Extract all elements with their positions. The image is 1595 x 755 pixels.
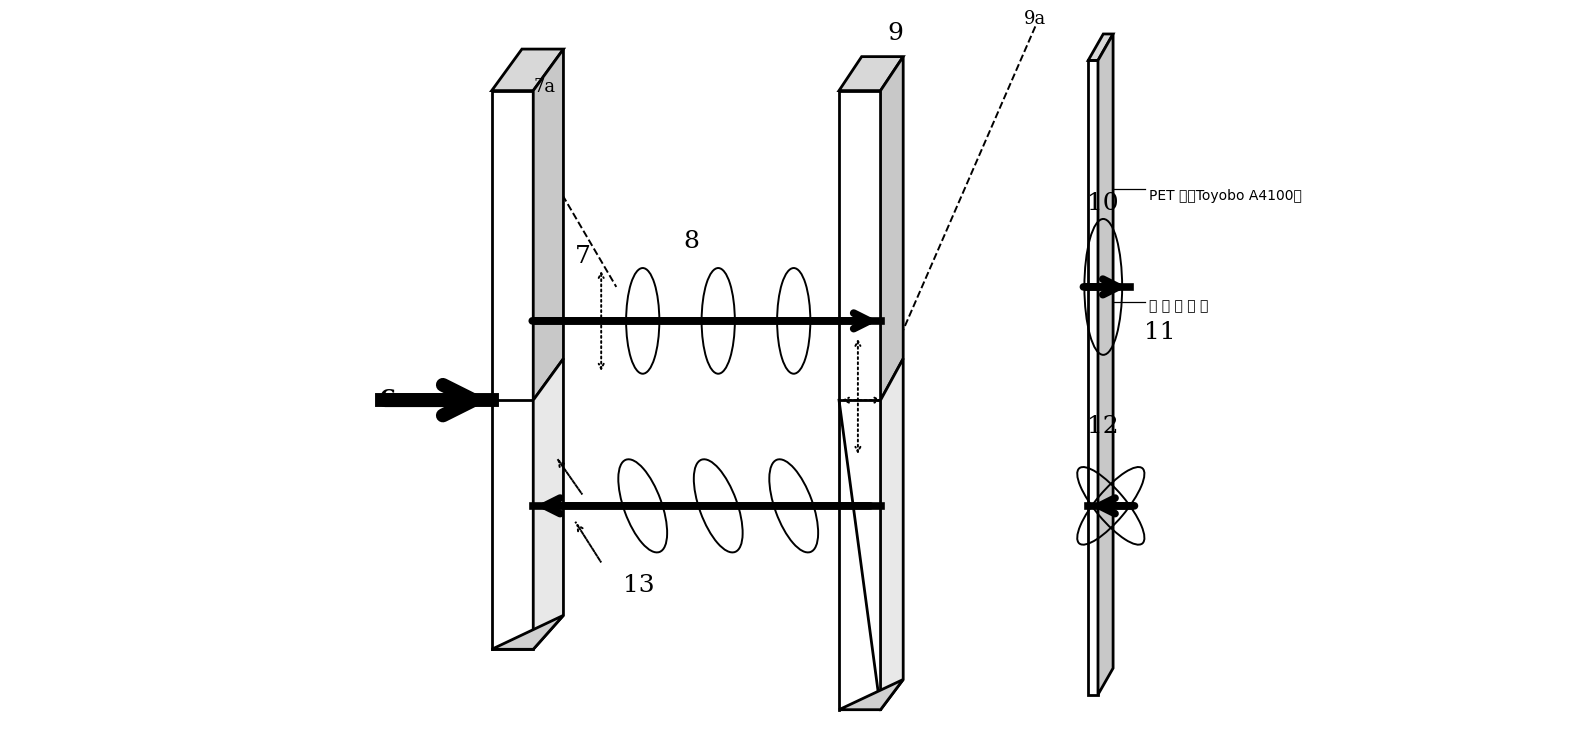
Polygon shape (491, 615, 563, 649)
Text: 12: 12 (1088, 415, 1120, 438)
Text: 13: 13 (624, 574, 656, 596)
Text: 本 发 明 的 膜: 本 发 明 的 膜 (1148, 299, 1207, 313)
Polygon shape (880, 359, 903, 710)
Text: 7a: 7a (533, 78, 555, 96)
Polygon shape (839, 57, 903, 91)
Polygon shape (533, 49, 563, 400)
Text: PET 膜（Toyobo A4100）: PET 膜（Toyobo A4100） (1148, 190, 1302, 203)
Text: 11: 11 (1144, 321, 1176, 344)
Polygon shape (1088, 60, 1097, 695)
Text: 8: 8 (684, 230, 700, 253)
Polygon shape (880, 57, 903, 400)
Polygon shape (491, 91, 533, 400)
Polygon shape (839, 680, 903, 710)
Polygon shape (839, 91, 880, 400)
Polygon shape (533, 359, 563, 649)
Text: 9: 9 (888, 23, 904, 45)
Text: 6: 6 (378, 388, 396, 412)
Text: 10: 10 (1088, 193, 1120, 215)
Polygon shape (1088, 34, 1113, 60)
Polygon shape (1097, 34, 1113, 695)
Polygon shape (491, 49, 563, 91)
Text: 9a: 9a (1024, 10, 1046, 28)
Text: 7: 7 (574, 245, 590, 268)
